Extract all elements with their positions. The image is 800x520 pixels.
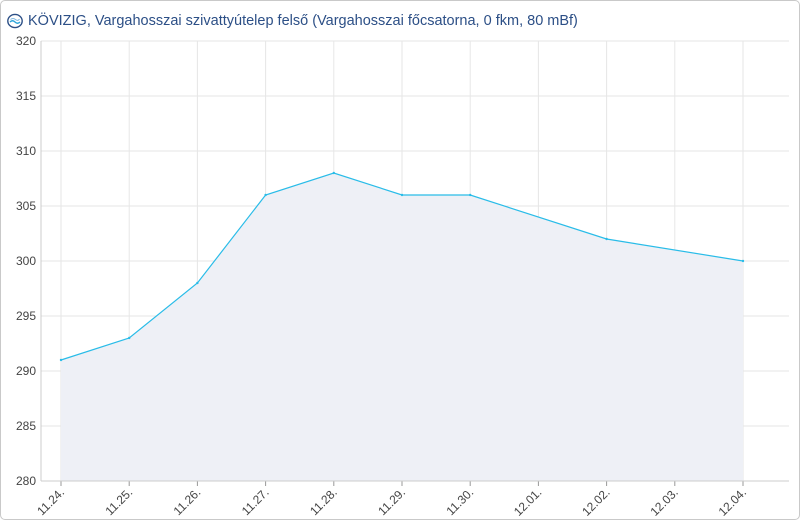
x-tick-label: 11.27. — [239, 485, 272, 518]
y-tick-label: 295 — [16, 309, 36, 323]
kovizig-logo-icon — [7, 13, 23, 29]
y-tick-label: 315 — [16, 89, 36, 103]
chart-header: KÖVIZIG, Vargahosszai szivattyútelep fel… — [7, 10, 578, 32]
x-tick-label: 11.28. — [307, 485, 340, 518]
data-point — [128, 336, 131, 340]
x-tick-label: 12.04. — [716, 485, 749, 518]
y-tick-label: 285 — [16, 419, 36, 433]
y-tick-label: 310 — [16, 144, 36, 158]
y-tick-label: 320 — [16, 34, 36, 48]
data-point — [59, 358, 63, 362]
data-point — [400, 193, 404, 197]
y-tick-label: 305 — [16, 199, 36, 213]
data-point — [469, 193, 472, 197]
data-point — [196, 281, 199, 285]
x-axis: 11.24. 11.25. 11.26. 11.27. 11.28. 11.29. 11.3… — [34, 480, 789, 519]
x-tick-label: 11.25. — [102, 485, 135, 518]
x-tick-label: 12.01. — [511, 485, 544, 518]
x-tick-label: 12.02. — [579, 485, 612, 518]
chart-title: KÖVIZIG, Vargahosszai szivattyútelep fel… — [28, 13, 578, 29]
y-tick-label: 300 — [16, 254, 36, 268]
data-point — [605, 237, 608, 241]
series-area — [61, 173, 743, 481]
x-tick-label: 11.29. — [375, 485, 408, 518]
x-tick-label: 11.24. — [34, 485, 67, 518]
x-tick-label: 11.30. — [443, 485, 476, 518]
data-point — [332, 171, 335, 175]
y-tick-label: 280 — [16, 474, 36, 488]
y-tick-label: 290 — [16, 364, 36, 378]
x-tick-label: 12.03. — [647, 485, 680, 518]
data-point — [264, 193, 267, 197]
x-tick-label: 11.26. — [171, 485, 204, 518]
data-area — [61, 173, 743, 481]
y-axis: 280 285 290 295 300 305 310 315 320 — [16, 34, 42, 488]
data-series — [59, 171, 745, 362]
data-point — [741, 259, 745, 263]
